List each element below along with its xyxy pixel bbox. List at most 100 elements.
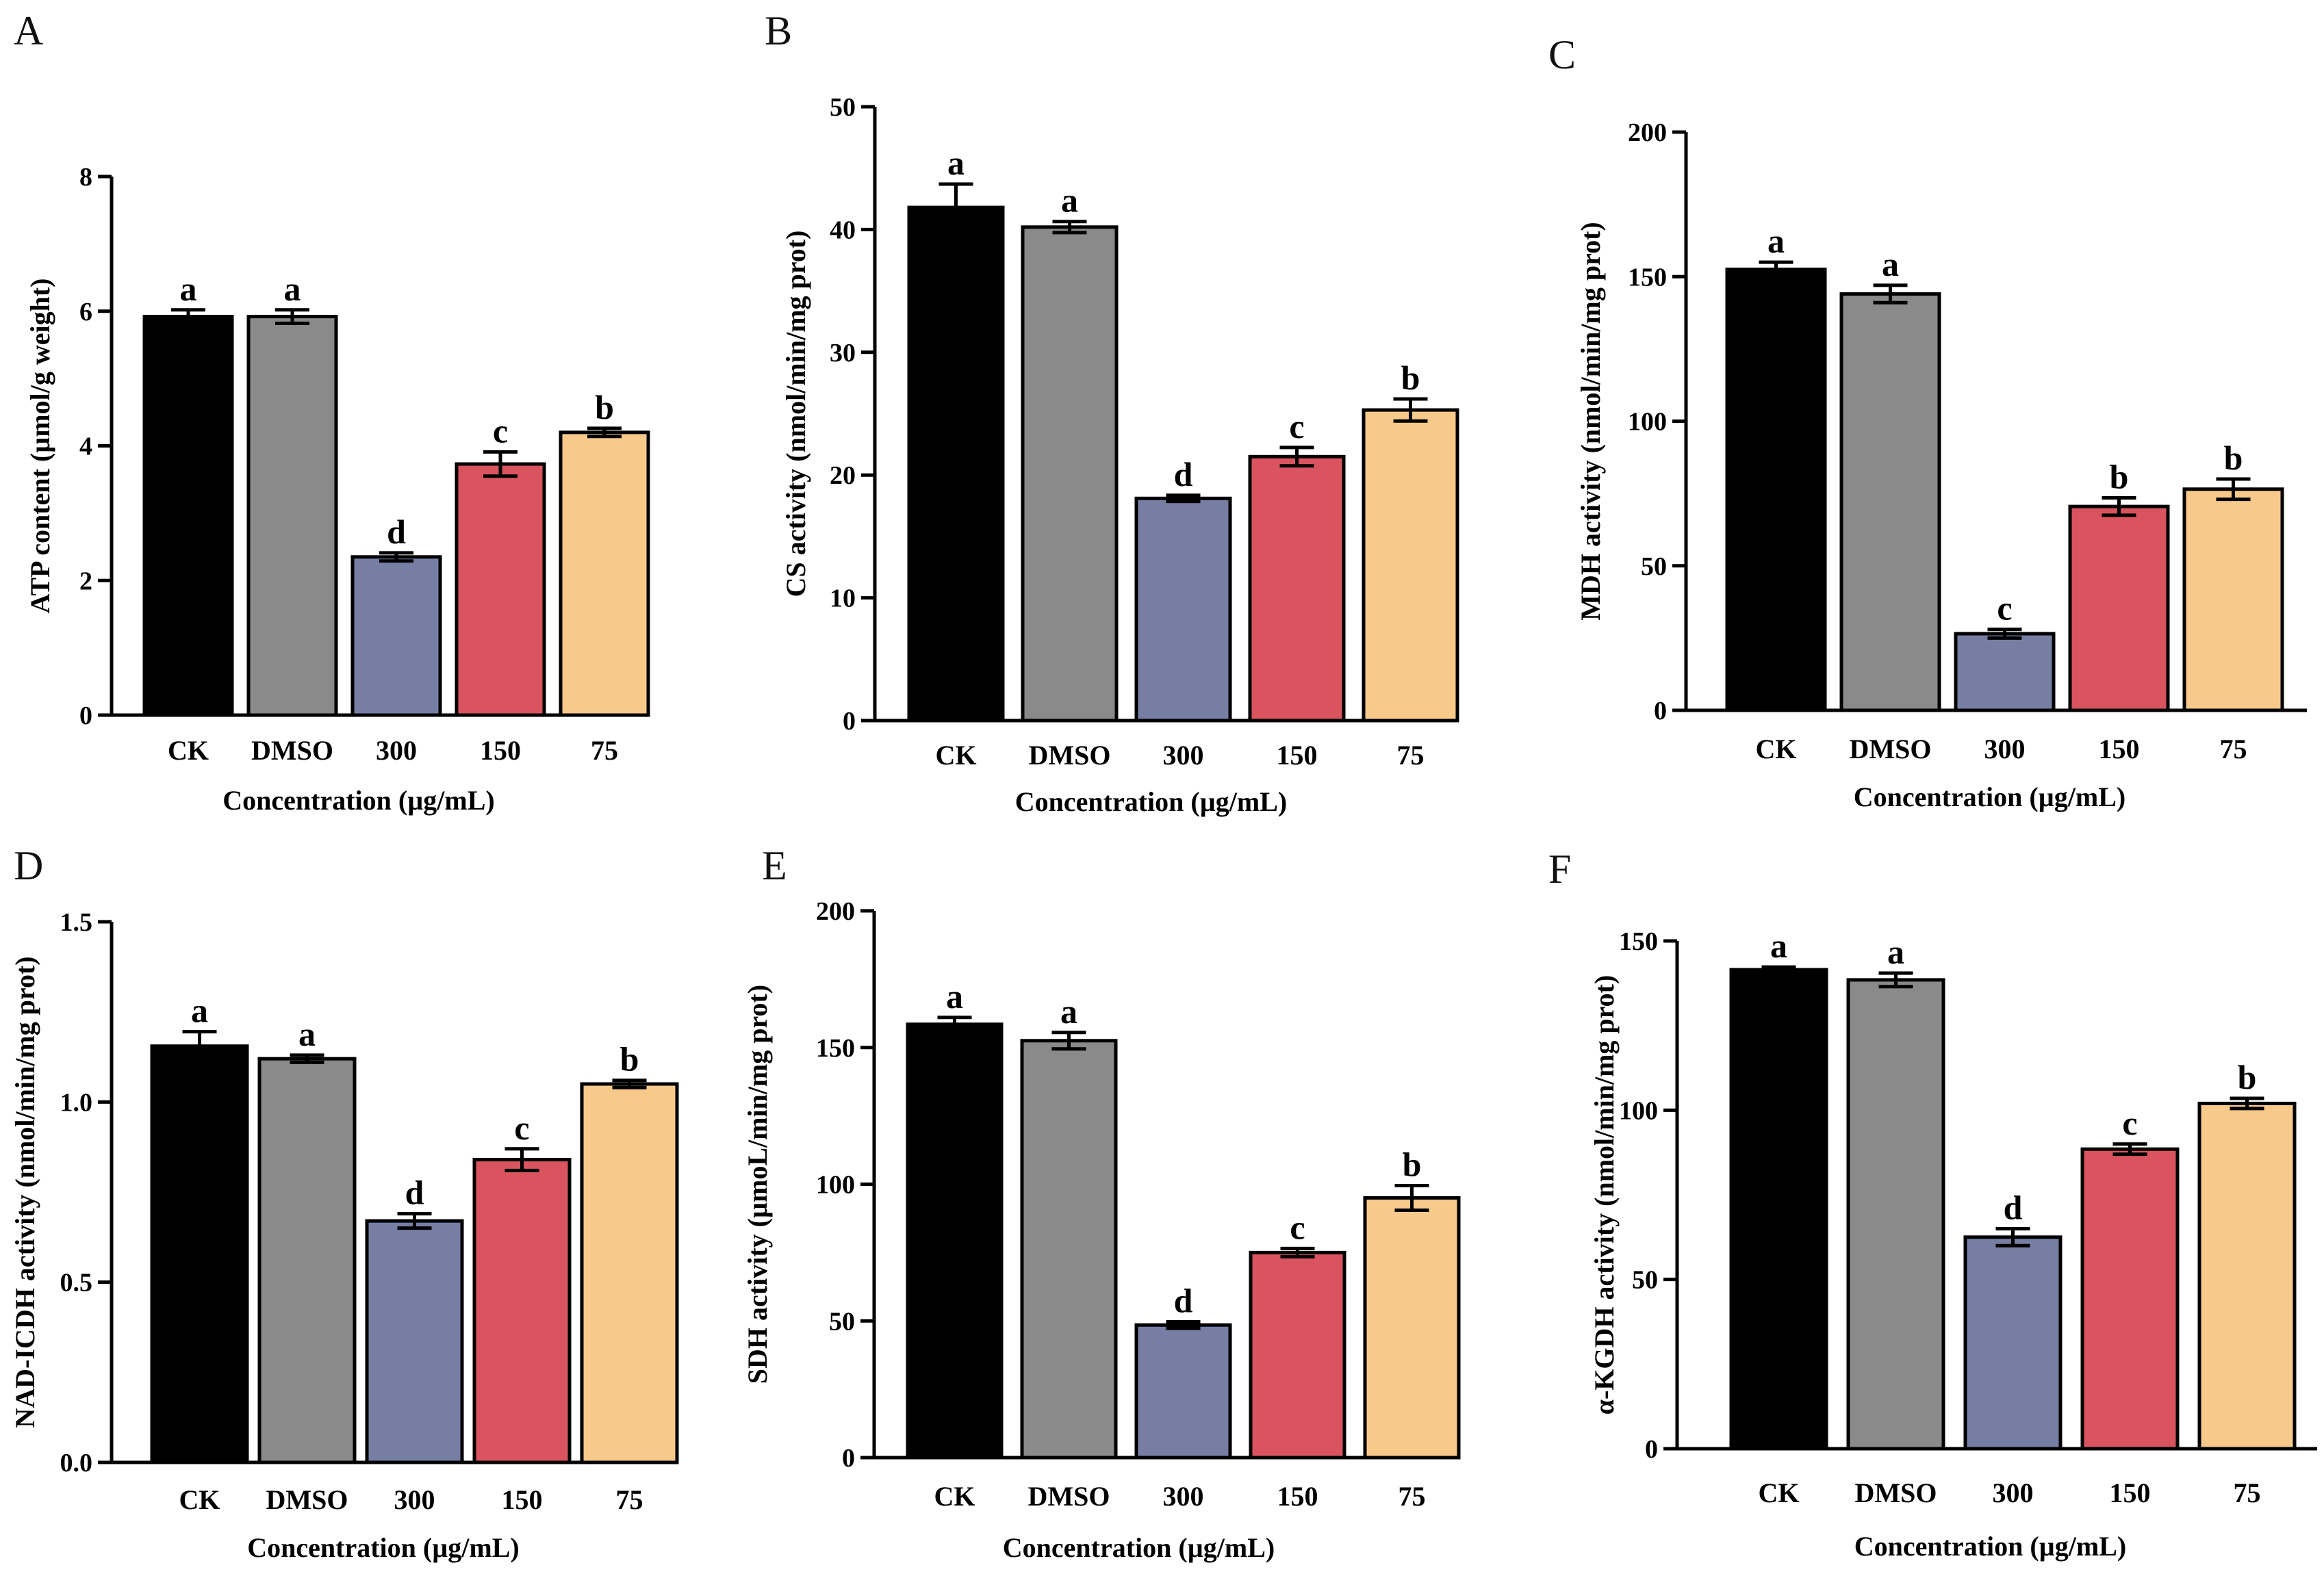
- x-tick-label: DMSO: [266, 1484, 348, 1515]
- bar-ck: [1729, 968, 1828, 1451]
- bar-dmso: [1020, 1039, 1118, 1460]
- y-tick-label: 50: [830, 93, 856, 122]
- y-axis-title: α-KGDH activity (nmol/min/mg prot): [1589, 975, 1620, 1415]
- x-tick-label: 75: [2220, 734, 2247, 764]
- x-tick-label: DMSO: [1028, 1481, 1110, 1512]
- significance-label: a: [1061, 181, 1078, 220]
- x-tick-label: 300: [394, 1484, 435, 1515]
- y-tick-label: 0.0: [60, 1449, 93, 1477]
- x-tick-label: DMSO: [1850, 734, 1932, 764]
- significance-label: a: [1770, 927, 1787, 965]
- significance-label: a: [946, 977, 963, 1016]
- bar-dmso: [246, 315, 338, 717]
- bar-75: [2182, 487, 2284, 712]
- x-tick-label: 300: [1163, 740, 1204, 771]
- y-axis-title: SDH activity (µmoL/min/mg prot): [742, 985, 773, 1384]
- x-tick-label: 300: [376, 735, 417, 766]
- y-tick-label: 0: [79, 701, 92, 730]
- bar-ck: [906, 1022, 1004, 1460]
- x-tick-label: 150: [1277, 1481, 1318, 1512]
- y-tick-label: 20: [830, 461, 856, 490]
- y-tick-label: 10: [830, 584, 856, 613]
- bar-300: [1954, 632, 2056, 712]
- panel-letter: F: [1548, 847, 1571, 892]
- x-tick-label: 150: [2099, 734, 2140, 764]
- significance-label: b: [2238, 1058, 2257, 1096]
- x-axis-title: Concentration (µg/mL): [222, 785, 494, 816]
- x-tick-label: CK: [1759, 1477, 1800, 1508]
- significance-label: d: [405, 1174, 424, 1212]
- bar-75: [1363, 1196, 1461, 1460]
- significance-label: d: [387, 513, 406, 551]
- x-tick-label: 300: [1163, 1481, 1204, 1512]
- y-tick-label: 40: [830, 216, 856, 244]
- bar-75: [1362, 408, 1459, 723]
- y-tick-label: 150: [1619, 927, 1658, 956]
- y-tick-label: 200: [816, 897, 855, 926]
- bar-150: [2080, 1147, 2180, 1451]
- panel-letter: A: [14, 8, 43, 53]
- y-axis-title: ATP content (µmol/g weight): [25, 278, 55, 613]
- chart-panel-d: D 0.0 0.5 1.0 1.5 NAD-ICDH activity (nmol/min…: [10, 843, 679, 1563]
- x-axis-title: Concentration (µg/mL): [1854, 1531, 2126, 1562]
- x-tick-label: 75: [1399, 1481, 1426, 1512]
- significance-label: b: [1401, 359, 1420, 397]
- y-tick-label: 1.0: [60, 1088, 93, 1117]
- significance-label: b: [1403, 1145, 1422, 1183]
- x-tick-label: DMSO: [251, 735, 333, 766]
- x-tick-label: 75: [1397, 740, 1425, 771]
- y-tick-label: 0: [1654, 697, 1667, 725]
- chart-panel-b: B 0 10 20 30 40 50 CS activity (nmol/min/mg pro…: [765, 8, 1459, 817]
- panel-letter: B: [765, 8, 792, 53]
- x-tick-label: 75: [2234, 1477, 2261, 1508]
- significance-label: a: [284, 270, 301, 308]
- significance-label: c: [1997, 589, 2012, 628]
- y-tick-label: 0: [1645, 1435, 1658, 1464]
- x-tick-label: 300: [1993, 1477, 2034, 1508]
- bar-75: [2197, 1101, 2297, 1451]
- x-tick-label: 75: [616, 1484, 643, 1515]
- x-tick-label: 300: [1984, 734, 2026, 764]
- x-tick-label: CK: [168, 735, 209, 766]
- bar-dmso: [1846, 978, 1945, 1451]
- significance-label: d: [1174, 1281, 1193, 1319]
- significance-label: a: [947, 144, 965, 182]
- significance-label: c: [1290, 1208, 1305, 1246]
- bar-150: [1249, 1250, 1346, 1460]
- y-tick-label: 0.5: [60, 1269, 93, 1297]
- chart-panel-a: A 0 2 4 6 8 ATP content (µmol/g weight) a CK a DMS…: [14, 8, 650, 816]
- x-tick-label: DMSO: [1029, 740, 1111, 771]
- x-axis-title: Concentration (µg/mL): [1854, 781, 2125, 812]
- significance-label: a: [1882, 245, 1899, 283]
- significance-label: d: [2004, 1188, 2023, 1226]
- significance-label: b: [595, 388, 614, 426]
- bar-150: [2068, 504, 2170, 712]
- significance-label: b: [620, 1040, 639, 1078]
- y-tick-label: 150: [816, 1034, 855, 1063]
- bar-ck: [1725, 268, 1827, 712]
- x-tick-label: 150: [480, 735, 521, 766]
- panel-letter: D: [14, 843, 43, 888]
- significance-label: c: [1289, 407, 1304, 445]
- x-tick-label: DMSO: [1855, 1477, 1937, 1508]
- significance-label: c: [514, 1109, 529, 1147]
- bar-ck: [150, 1044, 249, 1464]
- significance-label: a: [298, 1015, 316, 1053]
- y-axis-title: MDH activity (nmol/min/mg prot): [1575, 222, 1606, 621]
- bar-150: [1248, 454, 1346, 723]
- panel-letter: E: [762, 843, 787, 888]
- significance-label: c: [2122, 1104, 2137, 1142]
- bar-150: [455, 462, 546, 717]
- y-tick-label: 1.5: [60, 908, 93, 937]
- significance-label: a: [180, 270, 197, 308]
- significance-label: b: [2110, 457, 2129, 495]
- bar-dmso: [1021, 225, 1119, 723]
- y-tick-label: 100: [816, 1171, 855, 1200]
- y-tick-label: 50: [1632, 1266, 1658, 1295]
- chart-panel-c: C 0 50 100 150 200 MDH activity (nmol/min/mg p…: [1548, 32, 2307, 812]
- bar-ck: [142, 315, 234, 717]
- x-tick-label: CK: [936, 740, 977, 771]
- bar-75: [580, 1082, 679, 1464]
- y-tick-label: 200: [1628, 118, 1667, 147]
- bar-300: [350, 555, 442, 717]
